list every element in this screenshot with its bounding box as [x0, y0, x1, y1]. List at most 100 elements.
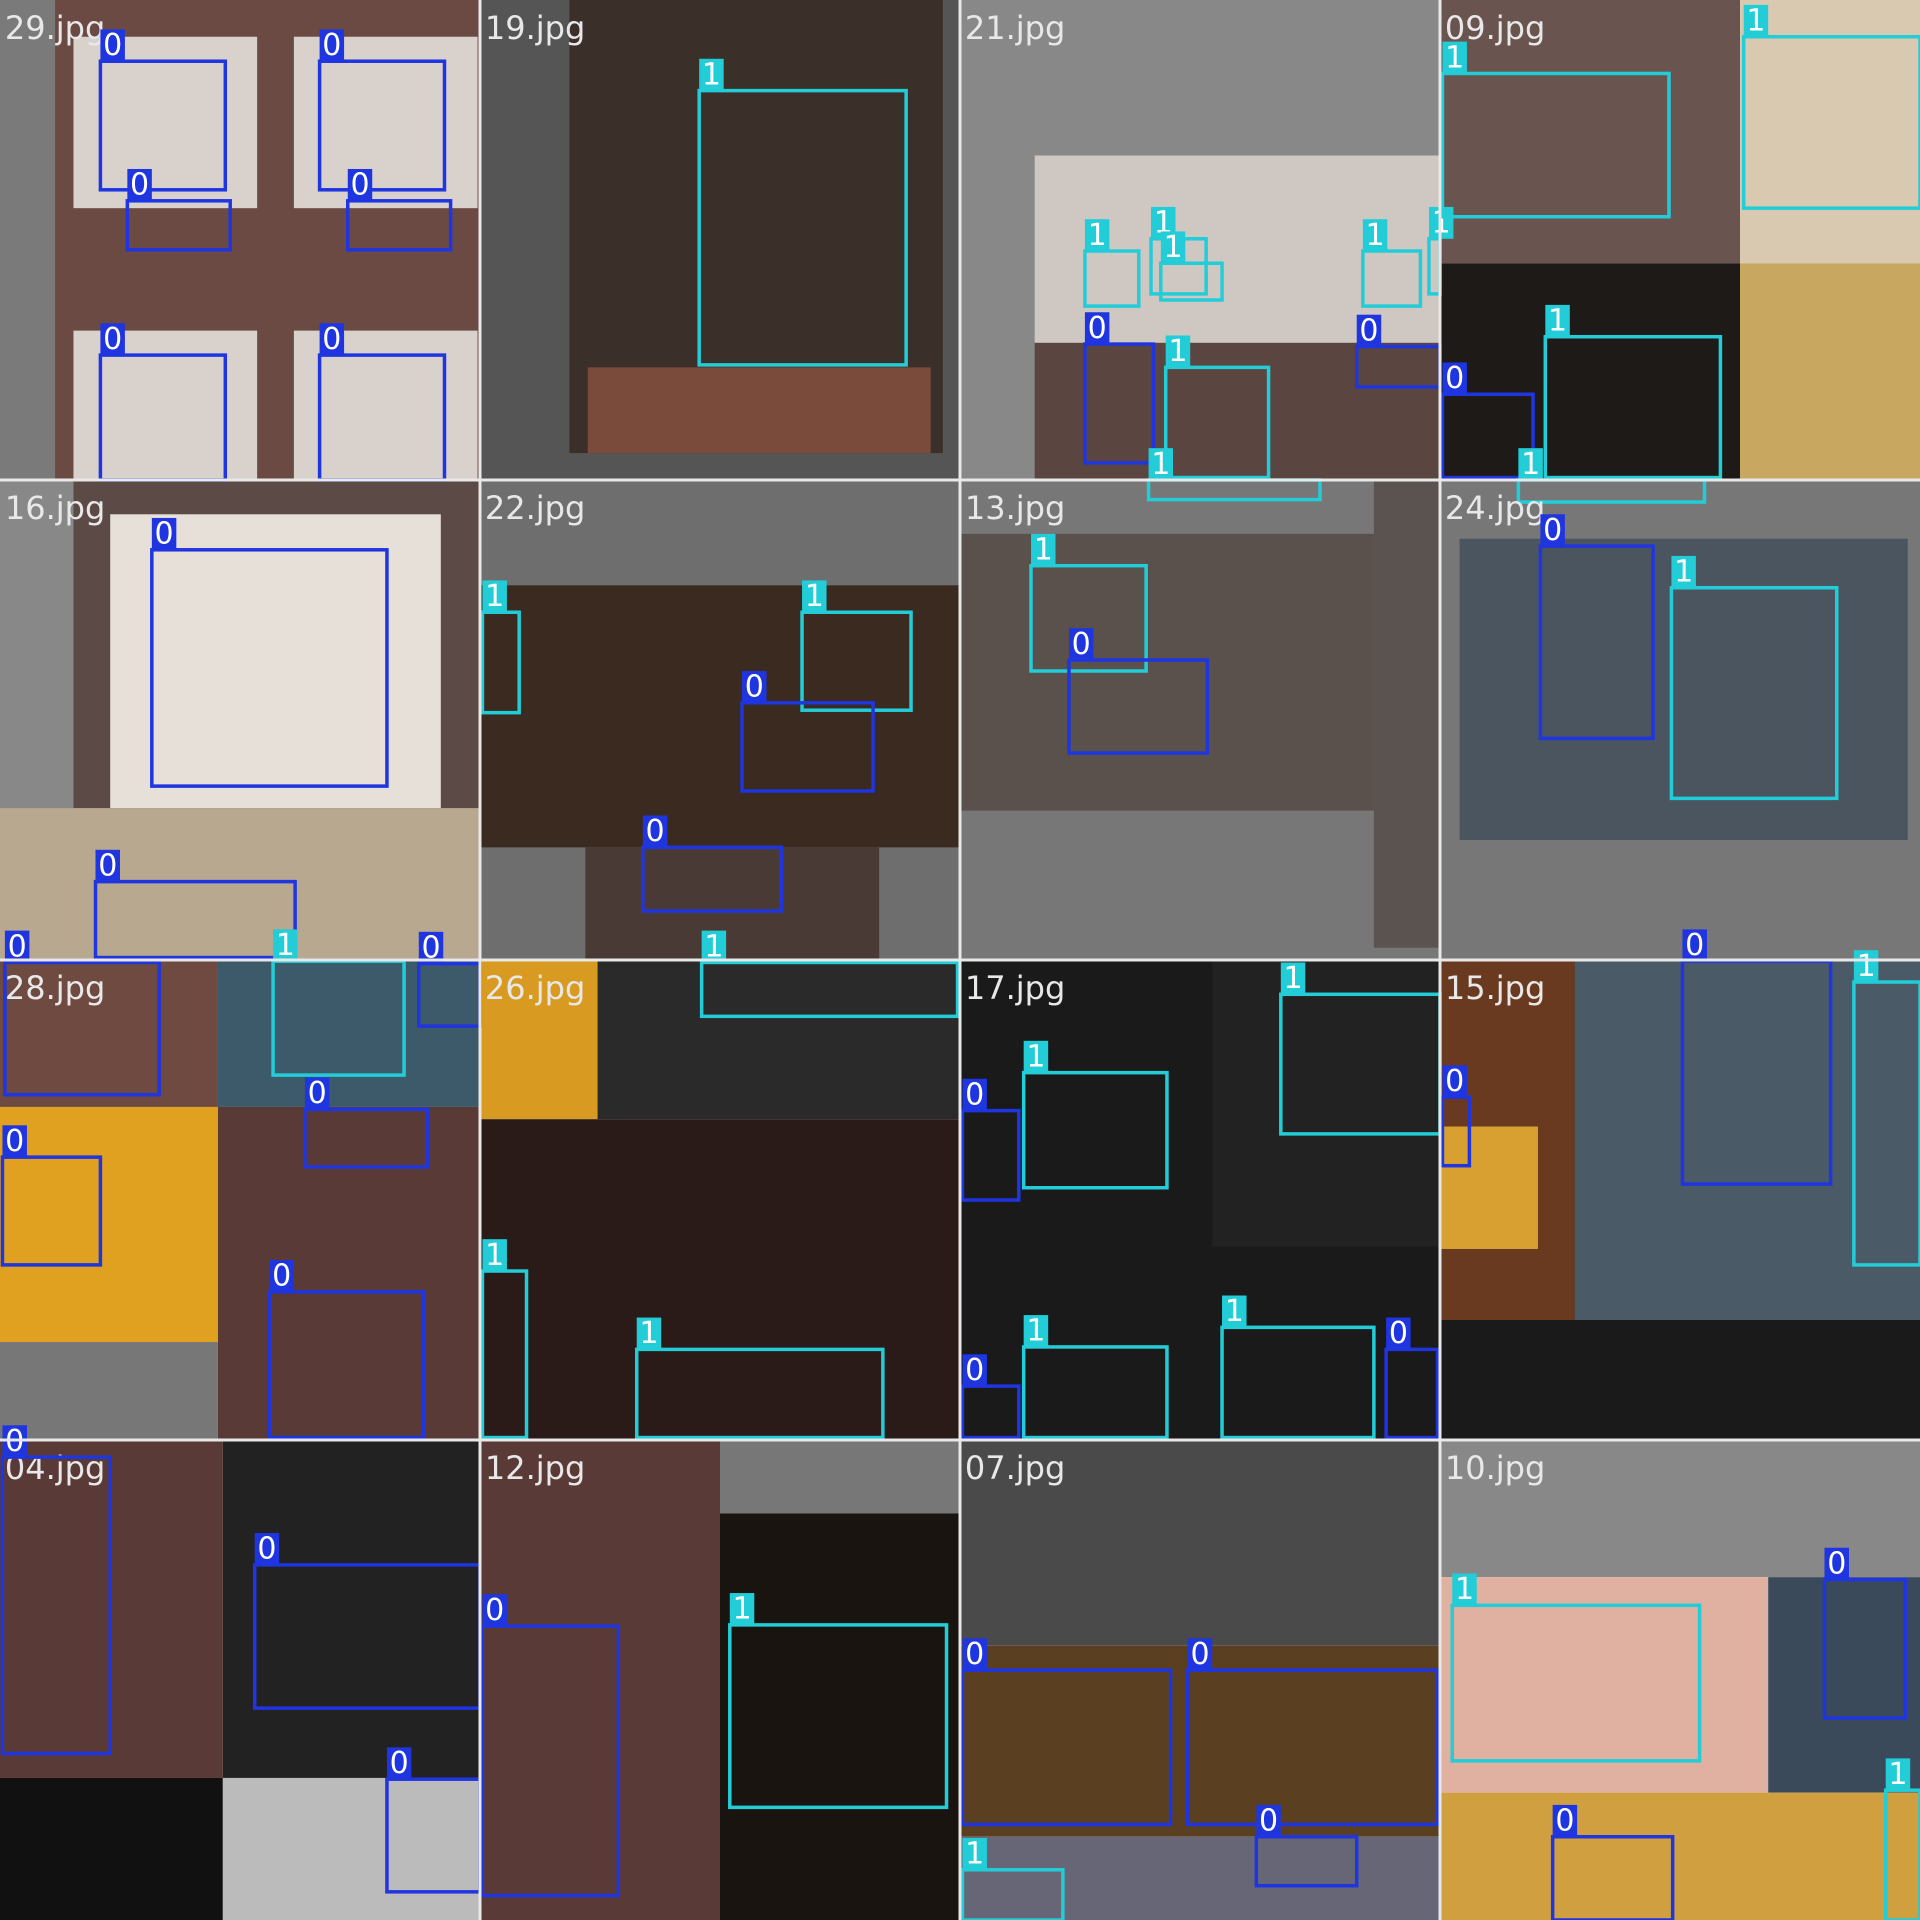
class-tag-bg — [4, 930, 30, 963]
photo-region — [1034, 342, 1440, 480]
file-name: 12.jpg — [485, 1449, 585, 1487]
bounding-box — [1220, 1325, 1376, 1440]
file-name: 09.jpg — [1445, 9, 1545, 47]
photo-region — [0, 1342, 218, 1440]
class-tag-bg — [254, 1533, 280, 1565]
class-tag-bg — [962, 1837, 987, 1870]
class-tag-bg — [1386, 1317, 1411, 1350]
bounding-box — [1254, 1834, 1359, 1888]
bounding-box — [1067, 658, 1210, 755]
class-tag-bg — [1853, 950, 1879, 983]
class-tag: 1 — [1151, 447, 1170, 482]
file-name: 17.jpg — [965, 969, 1065, 1007]
file-name: 10.jpg — [1445, 1449, 1545, 1487]
class-tag: 0 — [1685, 928, 1704, 963]
bounding-box — [1361, 249, 1423, 308]
bounding-box — [317, 59, 447, 192]
bounding-box — [1021, 1345, 1169, 1440]
class-tag: 0 — [130, 168, 149, 203]
photo-region — [217, 960, 481, 1107]
class-tag: 1 — [1746, 4, 1765, 39]
photo-region — [1440, 263, 1740, 480]
photo-region — [1440, 1320, 1920, 1440]
class-tag: 1 — [1168, 334, 1187, 369]
class-tag: 1 — [805, 579, 824, 614]
class-tag: 0 — [965, 1353, 984, 1388]
bounding-box — [1669, 586, 1839, 801]
bounding-box — [728, 1623, 949, 1810]
photo-region — [960, 1440, 1440, 1646]
class-tag-bg — [319, 323, 345, 356]
class-tag: 0 — [745, 670, 764, 705]
file-name: 16.jpg — [5, 489, 105, 527]
bounding-box — [125, 199, 232, 252]
class-tag: 1 — [1034, 533, 1053, 568]
bounding-box — [641, 845, 783, 913]
bounding-box — [634, 1347, 885, 1440]
class-tag: 0 — [257, 1532, 276, 1567]
class-tag-bg — [1160, 231, 1186, 264]
class-tag-bg — [1743, 4, 1769, 37]
class-tag: 1 — [965, 1837, 984, 1872]
bounding-box — [267, 1290, 426, 1440]
class-tag: 0 — [1389, 1316, 1408, 1351]
photo-region — [585, 847, 880, 960]
class-tag: 0 — [421, 930, 440, 965]
class-tag: 0 — [8, 929, 27, 964]
class-tag: 1 — [1366, 218, 1385, 253]
class-tag: 1 — [1857, 949, 1876, 984]
class-tag: 0 — [1088, 311, 1107, 346]
photo-region — [110, 514, 441, 809]
class-tag: 1 — [1164, 230, 1183, 265]
photo-region — [480, 1119, 960, 1440]
class-tag-bg — [1031, 533, 1056, 566]
class-tag-bg — [729, 1593, 755, 1625]
bounding-box — [1741, 34, 1920, 210]
class-tag: 1 — [732, 1592, 751, 1627]
file-name: 26.jpg — [485, 969, 585, 1007]
bounding-box — [1440, 71, 1671, 219]
bounding-box — [1538, 544, 1655, 741]
class-tag-bg — [1552, 1804, 1578, 1837]
bounding-box — [960, 1668, 1173, 1827]
bounding-box — [1543, 334, 1723, 480]
class-tag-bg — [1023, 1315, 1049, 1347]
file-name: 24.jpg — [1445, 489, 1545, 527]
class-tag: 0 — [1827, 1546, 1846, 1581]
class-tag-bg — [699, 58, 724, 91]
photo-region — [960, 1645, 1440, 1837]
class-tag-bg — [962, 1638, 987, 1671]
bounding-box — [93, 879, 297, 960]
class-tag-bg — [1540, 514, 1565, 547]
class-tag-bg — [482, 1594, 507, 1627]
class-tag-bg — [1824, 1547, 1849, 1580]
class-tag-bg — [962, 1078, 987, 1111]
class-tag-bg — [642, 815, 668, 848]
bounding-box — [740, 701, 875, 793]
class-tag-bg — [1084, 219, 1110, 252]
bounding-box — [3, 960, 161, 1097]
class-tag-bg — [269, 1260, 294, 1292]
class-tag-bg — [1256, 1804, 1281, 1837]
bounding-box — [1029, 563, 1148, 673]
photo-region — [222, 1440, 480, 1778]
bounding-box — [303, 1107, 430, 1169]
class-tag: 1 — [485, 579, 504, 614]
file-name: 29.jpg — [5, 9, 105, 47]
class-tag: 1 — [704, 929, 723, 964]
class-tag: 0 — [103, 322, 122, 357]
photo-region — [720, 1440, 960, 1514]
class-tag-bg — [347, 168, 373, 201]
bounding-box — [1186, 1668, 1440, 1827]
class-tag: 1 — [1548, 304, 1567, 339]
photo-region — [1373, 480, 1440, 948]
class-tag-bg — [304, 1077, 330, 1110]
class-tag: 0 — [390, 1746, 409, 1781]
photo-region — [1768, 1577, 1920, 1793]
bounding-box — [150, 548, 389, 788]
class-tag-bg — [1682, 929, 1707, 962]
photo-region — [587, 367, 931, 454]
class-tag-bg — [151, 517, 177, 550]
photo-region — [720, 1513, 960, 1920]
